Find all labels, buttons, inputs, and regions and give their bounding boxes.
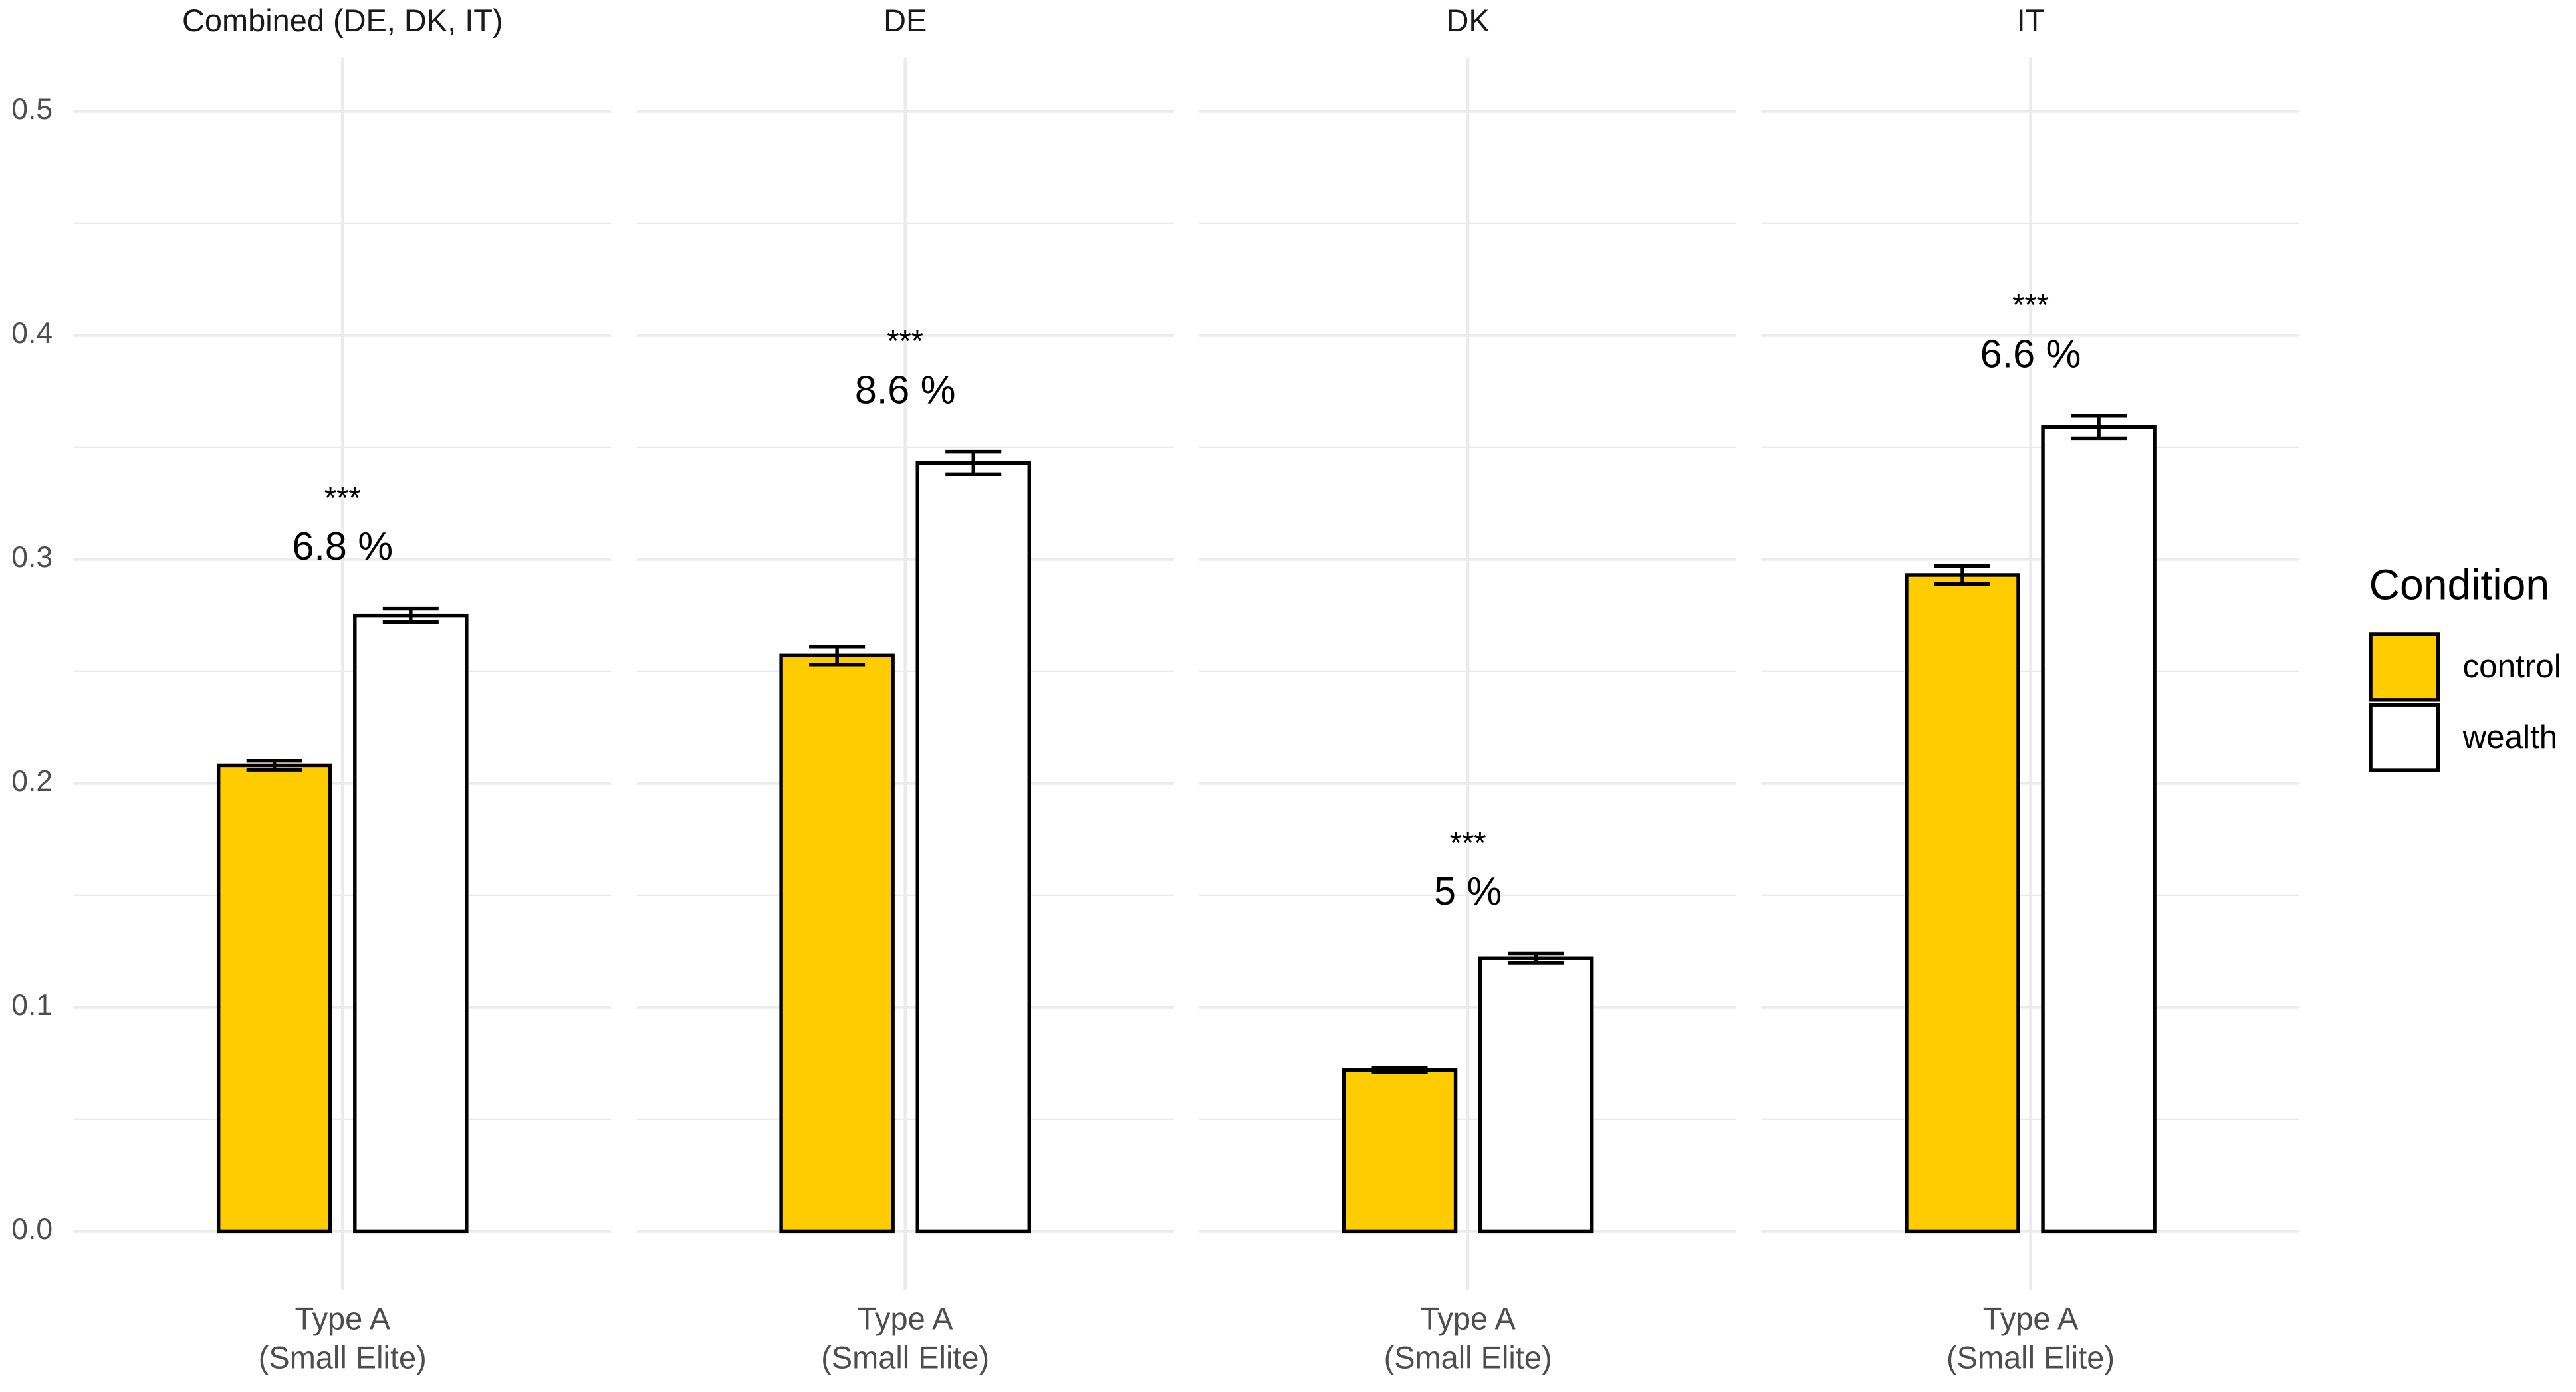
x-tick-label: (Small Elite): [821, 1340, 989, 1375]
bar: [1342, 1068, 1458, 1234]
facet-title: DE: [883, 3, 927, 38]
y-tick-label: 0.2: [11, 765, 53, 798]
legend-swatch: [2369, 703, 2440, 772]
legend-label: control: [2462, 648, 2561, 685]
error-bar: [1934, 564, 1990, 586]
bar: [779, 653, 895, 1234]
significance-label: ***: [887, 323, 923, 358]
grid-layer: [74, 57, 2299, 1290]
bar: [915, 461, 1031, 1234]
marks-layer: 0.0 0.1 0.2 0.3 0.4 0.5 Combined (DE, DK, IT) T…: [11, 3, 2561, 1375]
error-bar: [382, 606, 439, 624]
legend-label: wealth: [2462, 719, 2557, 755]
y-tick-label: 0.5: [11, 93, 53, 126]
x-tick-label: Type A: [858, 1300, 953, 1335]
x-tick-label: Type A: [295, 1300, 391, 1335]
y-tick-label: 0.0: [11, 1213, 53, 1246]
difference-label: 6.8 %: [292, 524, 393, 568]
x-tick-label: Type A: [1420, 1300, 1516, 1335]
difference-label: 5 %: [1434, 869, 1502, 913]
significance-label: ***: [324, 480, 361, 515]
error-bar: [1371, 1066, 1428, 1074]
bar: [216, 763, 332, 1234]
difference-label: 8.6 %: [855, 367, 956, 411]
error-bar: [1508, 951, 1564, 965]
y-tick-label: 0.3: [11, 541, 53, 574]
difference-label: 6.6 %: [1980, 331, 2081, 376]
error-bar: [809, 645, 866, 667]
y-tick-label: 0.4: [11, 317, 53, 350]
facet-title: IT: [2017, 3, 2045, 38]
x-tick-label: (Small Elite): [1384, 1340, 1552, 1375]
x-tick-label: Type A: [1983, 1300, 2079, 1335]
facet-title: Combined (DE, DK, IT): [182, 3, 503, 38]
significance-label: ***: [1450, 825, 1486, 860]
x-tick-label: (Small Elite): [259, 1340, 427, 1375]
error-bar: [945, 449, 1002, 477]
bar: [1478, 956, 1594, 1234]
bar: [353, 613, 469, 1234]
x-tick-label: (Small Elite): [1946, 1340, 2115, 1375]
y-tick-label: 0.1: [11, 989, 53, 1022]
significance-label: ***: [2012, 287, 2049, 322]
legend-swatch: [2369, 632, 2440, 702]
facet-title: DK: [1446, 3, 1489, 38]
error-bar: [246, 758, 302, 772]
legend-title: Condition: [2369, 561, 2549, 609]
bar: [2041, 425, 2157, 1234]
error-bar: [2071, 414, 2127, 441]
bar: [1905, 573, 2020, 1234]
